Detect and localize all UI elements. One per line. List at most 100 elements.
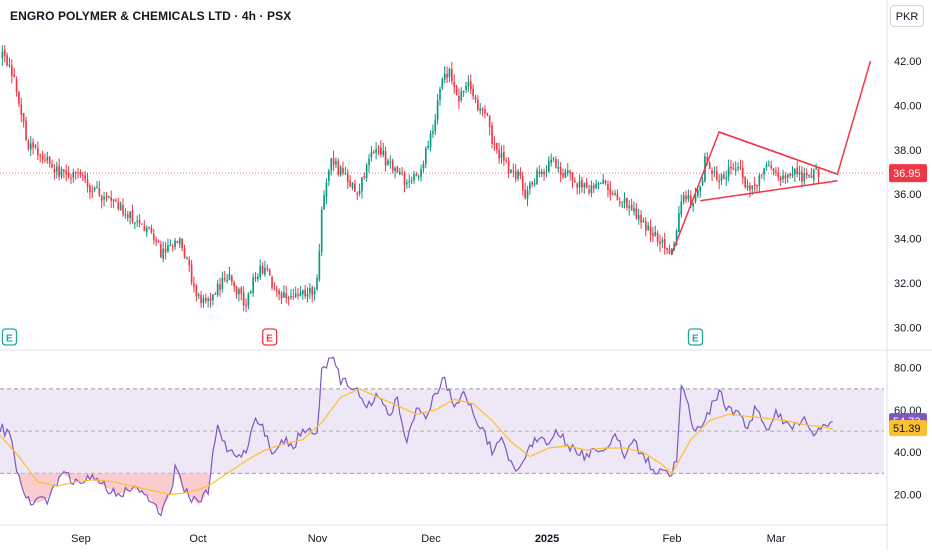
candle-body (517, 171, 519, 179)
candle-body (297, 294, 299, 296)
candle-body (815, 167, 817, 170)
candle-body (105, 195, 108, 198)
candle-body (53, 168, 56, 173)
candle-body (41, 154, 44, 160)
candle-body (316, 278, 318, 290)
currency-button[interactable]: PKR (890, 5, 924, 27)
candle-body (462, 90, 465, 92)
candle-body (746, 185, 749, 188)
candle-body (115, 199, 117, 201)
candle-body (84, 175, 86, 180)
candle-body (212, 294, 214, 300)
candle-body (789, 173, 791, 176)
candle-body (406, 183, 408, 185)
candle-body (3, 50, 6, 57)
candle-body (152, 233, 155, 240)
candle-body (91, 191, 94, 193)
candle-body (585, 181, 588, 189)
candle-body (519, 171, 522, 176)
candle-body (337, 161, 340, 175)
candle-body (126, 214, 129, 218)
earnings-event-label: E (6, 334, 13, 345)
candle-body (767, 164, 770, 166)
candle-body (247, 293, 250, 306)
candle-body (472, 88, 474, 97)
candle-body (741, 167, 744, 179)
candle-body (188, 259, 191, 266)
candle-body (699, 186, 702, 192)
candle-body (280, 293, 283, 299)
candle-body (666, 247, 668, 250)
time-axis-label: Oct (189, 533, 206, 545)
chart-title: ENGRO POLYMER & CHEMICALS LTD · 4h · PSX (8, 8, 294, 24)
candle-body (197, 294, 200, 296)
candle-body (533, 183, 536, 185)
candle-body (55, 166, 58, 172)
candle-body (410, 180, 413, 182)
candle-body (408, 181, 411, 183)
candle-body (339, 167, 342, 176)
candle-body (583, 183, 586, 188)
candle-body (543, 171, 545, 175)
rsi-oversold-fill (18, 473, 61, 503)
candle-body (571, 172, 574, 182)
candle-body (685, 195, 687, 200)
candle-body (396, 166, 399, 173)
candle-body (387, 160, 389, 165)
earnings-event-label: E (692, 334, 699, 345)
candle-body (178, 238, 181, 245)
candle-body (628, 206, 631, 209)
candle-body (630, 204, 633, 211)
candle-body (309, 288, 311, 294)
candle-body (6, 55, 8, 66)
candle-body (287, 297, 290, 299)
candle-body (20, 104, 23, 115)
candle-body (429, 133, 432, 148)
candle-body (195, 285, 198, 297)
candle-body (637, 215, 640, 220)
candle-body (235, 286, 238, 295)
candle-body (18, 91, 20, 104)
candle-body (791, 173, 794, 177)
candle-body (725, 177, 728, 180)
time-axis-label: Nov (308, 533, 328, 545)
candle-body (500, 152, 503, 158)
rsi-axis-label: 80.00 (894, 363, 922, 375)
candle-body (119, 203, 122, 211)
candle-body (434, 119, 437, 132)
candle-body (621, 203, 623, 205)
candle-body (796, 167, 799, 174)
price-axis-label: 30.00 (894, 322, 922, 334)
candle-body (8, 64, 11, 66)
rsi-axis-label: 40.00 (894, 447, 922, 459)
candle-body (609, 188, 612, 195)
candle-body (285, 293, 288, 299)
candle-body (529, 183, 531, 189)
candle-body (330, 158, 333, 171)
candle-body (136, 220, 139, 222)
candle-body (633, 208, 635, 212)
candle-body (671, 248, 673, 255)
candle-body (174, 240, 176, 247)
candle-body (351, 182, 354, 188)
candle-body (626, 197, 628, 208)
candle-body (311, 287, 314, 296)
time-axis-label: 2025 (535, 533, 559, 545)
rsi-line (0, 356, 833, 517)
candle-body (60, 168, 63, 177)
candle-body (708, 162, 711, 169)
candle-body (720, 174, 723, 181)
candle-body (458, 95, 460, 102)
candle-body (74, 171, 77, 174)
candle-body (245, 304, 247, 307)
candle-body (486, 112, 489, 115)
candle-body (607, 183, 609, 191)
candle-body (732, 167, 735, 170)
candle-body (37, 148, 39, 156)
candle-body (689, 195, 692, 206)
candle-body (183, 248, 186, 258)
candle-body (204, 297, 207, 301)
candle-body (176, 240, 179, 243)
candle-body (656, 233, 659, 243)
